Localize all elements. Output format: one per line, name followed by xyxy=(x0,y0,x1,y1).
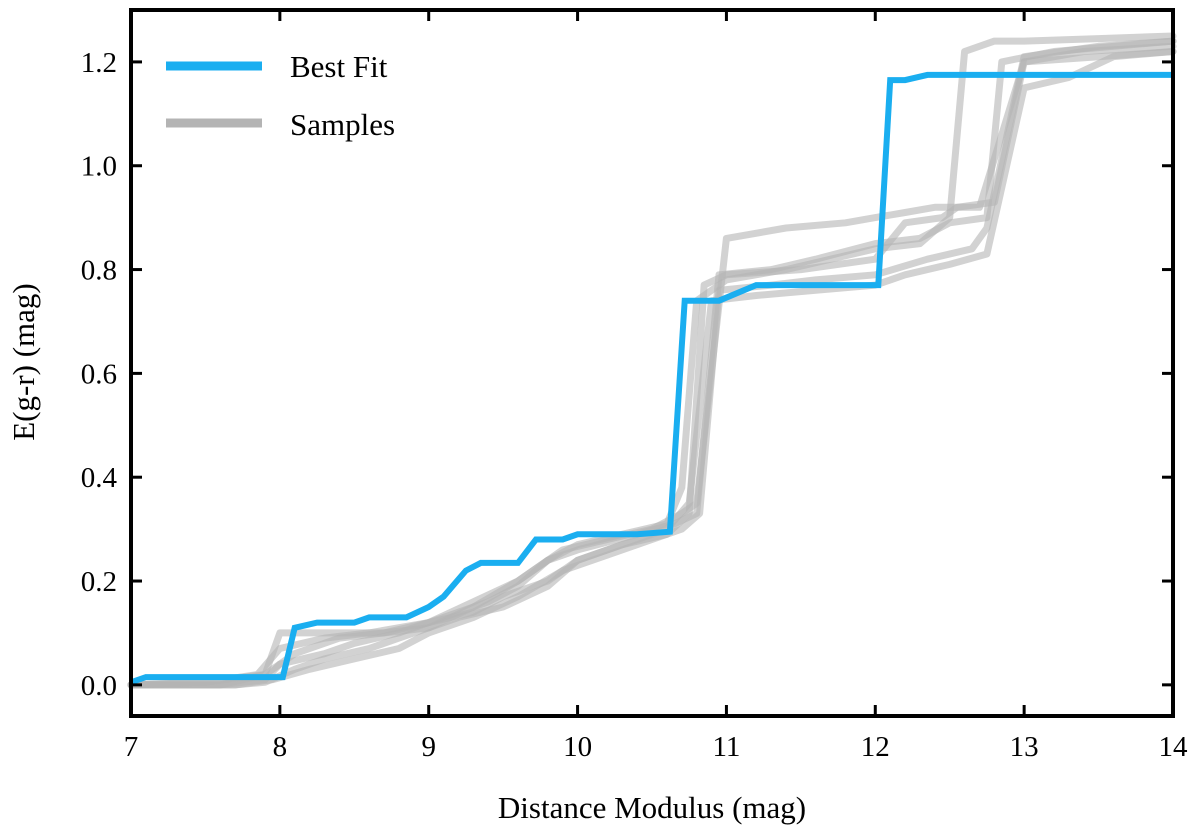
sample-line-3 xyxy=(127,37,1177,689)
y-axis-label: E(g-r) (mag) xyxy=(6,283,41,441)
x-tick-label-8: 8 xyxy=(273,731,288,763)
plot-frame xyxy=(129,8,1175,718)
ticks-layer: 7 8 9 10 11 12 13 14 0.0 0.2 0.4 0.6 0.8 1.0 1.2 xyxy=(81,10,1188,763)
x-tick-label-10: 10 xyxy=(563,731,592,763)
x-tick-label-11: 11 xyxy=(712,731,740,763)
sample-line-2 xyxy=(127,48,1177,689)
y-tick-label-1.2: 1.2 xyxy=(81,47,117,79)
legend-samples-label: Samples xyxy=(290,107,395,142)
sample-line-6 xyxy=(127,42,1177,689)
y-tick-label-0.4: 0.4 xyxy=(81,462,118,494)
x-tick-label-7: 7 xyxy=(124,731,139,763)
sample-line-4 xyxy=(127,37,1177,689)
y-tick-label-1.0: 1.0 xyxy=(81,151,117,183)
y-tick-label-0.0: 0.0 xyxy=(81,670,117,702)
legend: Best Fit Samples xyxy=(166,49,395,142)
x-tick-label-14: 14 xyxy=(1159,731,1189,763)
best-fit-line xyxy=(130,71,1173,686)
samples-layer xyxy=(127,32,1177,689)
x-tick-label-9: 9 xyxy=(421,731,436,763)
y-tick-label-0.6: 0.6 xyxy=(81,358,117,390)
best-fit-layer xyxy=(130,71,1173,686)
x-axis-label: Distance Modulus (mag) xyxy=(498,790,806,825)
x-tick-label-12: 12 xyxy=(861,731,890,763)
x-tick-label-13: 13 xyxy=(1010,731,1039,763)
y-tick-label-0.2: 0.2 xyxy=(81,566,117,598)
legend-best-fit-label: Best Fit xyxy=(290,49,388,84)
y-tick-label-0.8: 0.8 xyxy=(81,255,117,287)
sample-line-5 xyxy=(127,48,1177,689)
